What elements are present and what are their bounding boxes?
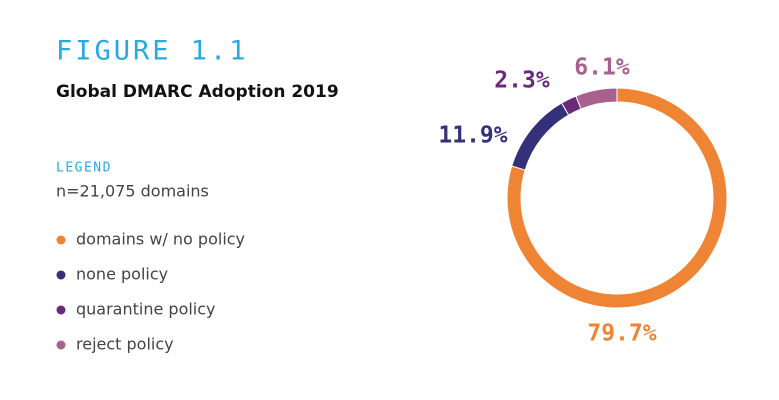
legend-label: none policy — [76, 265, 168, 284]
donut-slice — [506, 87, 728, 309]
legend-marker — [56, 235, 66, 245]
legend-label: quarantine policy — [76, 300, 216, 319]
chart-title: Global DMARC Adoption 2019 — [56, 82, 339, 102]
legend-label: domains w/ no policy — [76, 230, 245, 249]
legend-title: LEGEND — [56, 161, 112, 176]
subtitle: n=21,075 domains — [56, 182, 209, 201]
legend-label: reject policy — [76, 335, 174, 354]
value-label: 11.9% — [438, 123, 507, 149]
legend-marker — [56, 270, 66, 280]
figure-label: FIGURE 1.1 — [56, 36, 249, 67]
legend-marker — [56, 340, 66, 350]
value-label: 79.7% — [587, 321, 656, 347]
value-label: 2.3% — [494, 68, 550, 94]
legend-marker — [56, 305, 66, 315]
value-label: 6.1% — [574, 55, 630, 81]
donut-slice — [511, 102, 570, 171]
donut-slice — [575, 87, 618, 110]
